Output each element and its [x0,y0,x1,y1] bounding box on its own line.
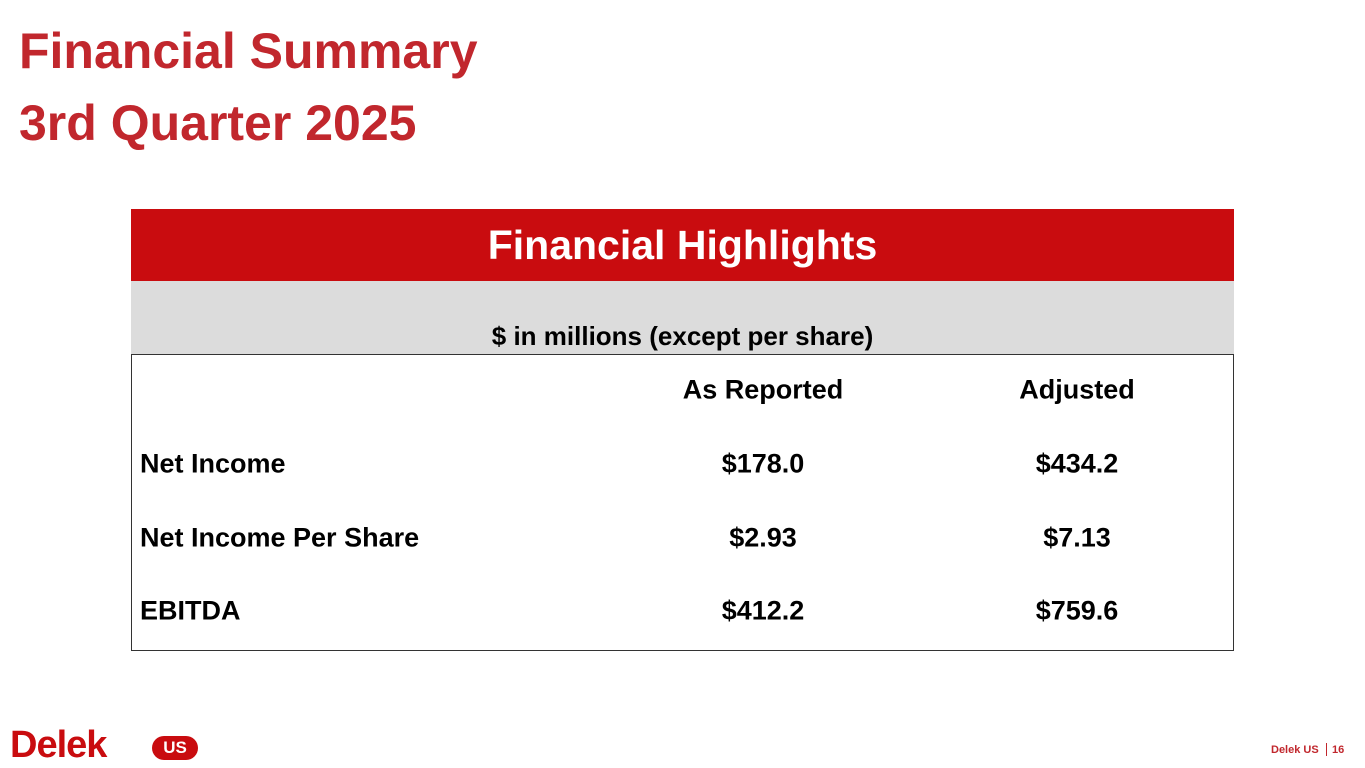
page-number: 16 [1332,744,1345,756]
row-label: EBITDA [140,595,241,626]
title: Financial Summary [19,23,478,79]
column-header: Adjusted [1019,374,1135,405]
cell: $2.93 [729,522,797,553]
cell: $434.2 [1035,448,1119,479]
subtitle: 3rd Quarter 2025 [19,95,417,151]
footer-divider [1326,743,1327,756]
table-subtitle: $ in millions (except per share) [131,281,1234,354]
row-label: Net Income [140,448,286,479]
row-label: Net Income Per Share [140,522,420,553]
cell: $412.2 [721,595,805,626]
cell: $7.13 [1043,522,1111,553]
logo: Delek [10,724,107,766]
cell: $178.0 [721,448,805,479]
table-body [131,354,1234,651]
footer-company: Delek US [1271,744,1319,756]
logo-badge: US [152,736,198,760]
column-header: As Reported [682,374,844,405]
table-title: Financial Highlights [131,209,1234,281]
cell: $759.6 [1035,595,1119,626]
